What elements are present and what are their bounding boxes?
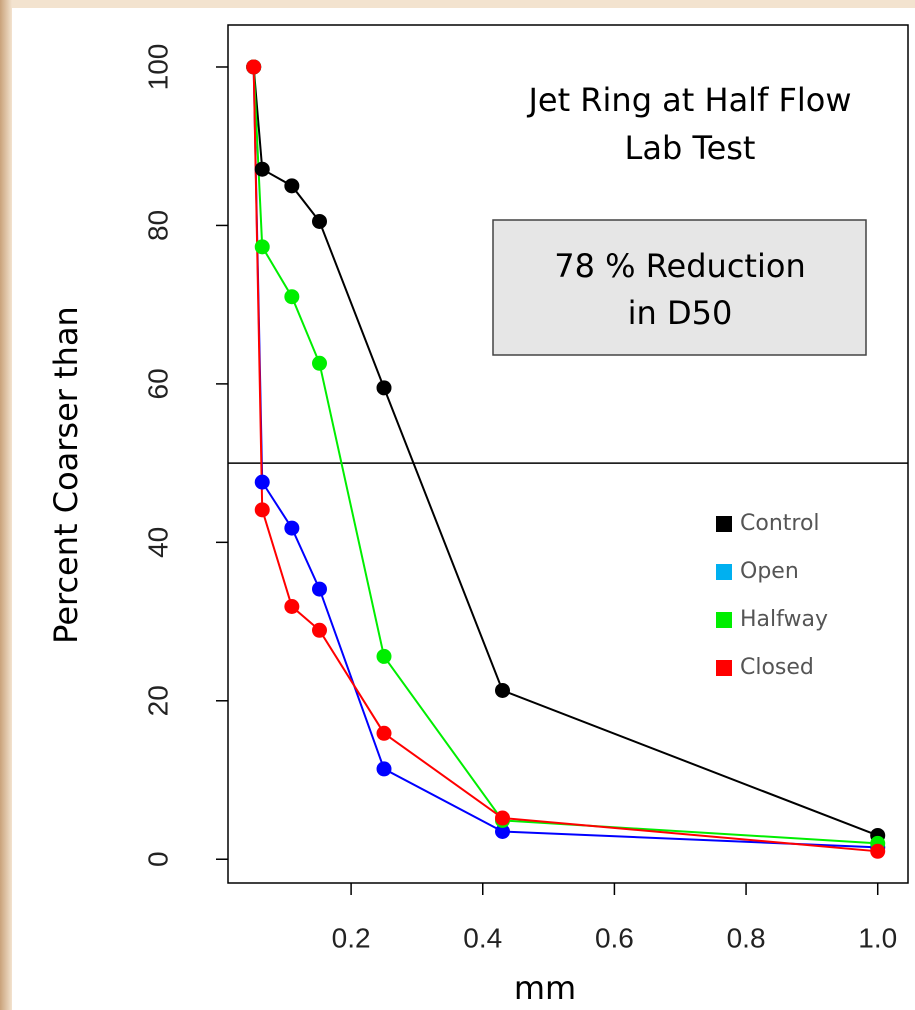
data-point [255, 475, 270, 490]
annotation: 78 % Reduction [554, 247, 805, 285]
data-point [377, 649, 392, 664]
legend-label: Control [740, 511, 820, 536]
data-point [312, 356, 327, 371]
data-point [284, 289, 299, 304]
plot-frame [228, 25, 908, 883]
x-tick-label: 1.0 [858, 922, 897, 953]
data-point [255, 162, 270, 177]
y-axis-label: Percent Coarser than [47, 306, 85, 644]
legend-marker [716, 564, 732, 580]
data-point [284, 599, 299, 614]
y-tick-label: 0 [142, 851, 173, 867]
annotation-box [493, 220, 866, 355]
data-point [312, 582, 327, 597]
x-axis-label: mm [514, 969, 576, 1007]
data-point [377, 380, 392, 395]
background-edge [12, 0, 915, 8]
data-point [870, 844, 885, 859]
data-point [377, 761, 392, 776]
legend-marker [716, 516, 732, 532]
data-point [495, 683, 510, 698]
legend-label: Closed [740, 655, 814, 680]
x-tick-label: 0.4 [463, 922, 502, 953]
data-point [255, 239, 270, 254]
background-edge [0, 0, 12, 1010]
x-tick-label: 0.6 [595, 922, 634, 953]
legend-marker [716, 660, 732, 676]
data-point [284, 521, 299, 536]
data-point [312, 623, 327, 638]
data-point [255, 502, 270, 517]
legend-marker [716, 612, 732, 628]
annotation: Lab Test [625, 129, 756, 167]
x-tick-label: 0.8 [727, 922, 766, 953]
legend-label: Open [740, 559, 799, 584]
chart: Percent Coarser than mm Jet Ring at Half… [0, 0, 915, 1010]
data-point [495, 811, 510, 826]
y-tick-label: 80 [142, 210, 173, 241]
y-tick-label: 40 [142, 527, 173, 558]
page: {"chart_data": {"type": "line", "y_label… [0, 0, 915, 1010]
data-point [312, 214, 327, 229]
legend-label: Halfway [740, 607, 828, 632]
annotation: Jet Ring at Half Flow [526, 81, 851, 119]
data-point [377, 726, 392, 741]
y-tick-label: 20 [142, 685, 173, 716]
y-tick-label: 100 [142, 44, 173, 91]
data-point [246, 59, 261, 74]
annotation: in D50 [628, 294, 733, 332]
data-point [284, 178, 299, 193]
x-tick-label: 0.2 [332, 922, 371, 953]
y-tick-label: 60 [142, 368, 173, 399]
